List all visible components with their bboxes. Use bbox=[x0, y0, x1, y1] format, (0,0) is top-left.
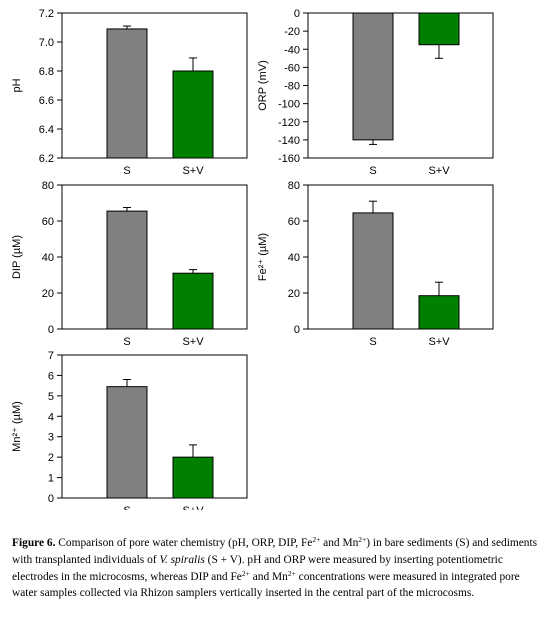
y-tick-label: -160 bbox=[278, 153, 300, 165]
y-tick-label: 0 bbox=[294, 324, 300, 336]
caption-text: (S + V). pH and ORP were measured by ins… bbox=[12, 553, 503, 583]
y-tick-label: 60 bbox=[288, 216, 300, 228]
y-tick-label: 6.6 bbox=[39, 95, 54, 107]
y-tick-label: 3 bbox=[48, 432, 54, 444]
y-tick-label: 2 bbox=[48, 452, 54, 464]
y-tick-label: -60 bbox=[284, 62, 300, 74]
y-axis-label: Fe²⁺ (µM) bbox=[257, 233, 269, 281]
y-tick-label: -120 bbox=[278, 117, 300, 129]
caption-text: Comparison of pore water chemistry (pH, … bbox=[55, 537, 313, 550]
y-tick-label: 0 bbox=[48, 493, 54, 505]
x-tick-label: S bbox=[123, 505, 130, 510]
bar-SplusV bbox=[172, 272, 214, 330]
caption-label: Figure 6. bbox=[12, 537, 56, 550]
y-tick-label: -80 bbox=[284, 81, 300, 93]
bar-S bbox=[106, 386, 148, 499]
x-tick-label: S bbox=[123, 336, 130, 348]
y-tick-label: 4 bbox=[48, 411, 54, 423]
bar-SplusV bbox=[172, 456, 214, 499]
x-tick-label: S+V bbox=[428, 165, 450, 177]
y-tick-label: 6.8 bbox=[39, 66, 54, 78]
caption-text: and Mn bbox=[320, 537, 359, 550]
y-axis-label: Mn²⁺ (µM) bbox=[11, 401, 23, 452]
plot-frame bbox=[61, 354, 248, 499]
y-tick-label: 6 bbox=[48, 370, 54, 382]
y-tick-label: 0 bbox=[48, 324, 54, 336]
figure-charts: S S+V 6.2 6.4 6.6 6.8 7.0 7.2 pH S S+V -160 -140 -120… bbox=[11, 8, 494, 510]
y-tick-label: 40 bbox=[288, 252, 300, 264]
chart-panel-3: S S+V 0 20 40 60 80 DIP (µM) bbox=[11, 180, 248, 348]
y-tick-label: 6.2 bbox=[39, 153, 54, 165]
caption-superscript: 2+ bbox=[312, 535, 321, 545]
caption-superscript: 2+ bbox=[358, 535, 367, 545]
x-tick-label: S bbox=[369, 165, 376, 177]
y-tick-label: -140 bbox=[278, 135, 300, 147]
caption-superscript: 2+ bbox=[287, 568, 296, 578]
bar-SplusV bbox=[172, 70, 214, 159]
y-tick-label: 60 bbox=[42, 216, 54, 228]
plot-frame bbox=[307, 12, 494, 159]
y-tick-label: -100 bbox=[278, 99, 300, 111]
chart-panel-2: S S+V -160 -140 -120 -100 -80 -60 -40 -20 0 ORP (mV… bbox=[257, 8, 494, 177]
y-tick-label: 6.4 bbox=[39, 124, 54, 136]
figure-caption: Figure 6. Comparison of pore water chemi… bbox=[12, 535, 540, 601]
x-tick-label: S+V bbox=[182, 165, 204, 177]
caption-species-name: V. spiralis bbox=[159, 553, 205, 566]
y-tick-label: 7.0 bbox=[39, 37, 54, 49]
caption-text: and Mn bbox=[249, 570, 288, 583]
y-tick-label: 20 bbox=[42, 288, 54, 300]
y-axis-label: ORP (mV) bbox=[257, 60, 269, 111]
bar-S bbox=[106, 210, 148, 330]
chart-panel-1: S S+V 6.2 6.4 6.6 6.8 7.0 7.2 pH bbox=[11, 8, 248, 177]
plot-frame bbox=[61, 12, 248, 159]
y-tick-label: 7 bbox=[48, 350, 54, 362]
bar-SplusV bbox=[418, 295, 460, 330]
bar-S bbox=[352, 212, 394, 330]
y-tick-label: 7.2 bbox=[39, 8, 54, 20]
plot-frame bbox=[61, 184, 248, 330]
y-tick-label: 1 bbox=[48, 473, 54, 485]
caption-text: ) in bare sediments (S) and sediments wi… bbox=[12, 537, 538, 566]
x-tick-label: S+V bbox=[182, 505, 204, 510]
x-tick-label: S+V bbox=[182, 336, 204, 348]
y-tick-label: 5 bbox=[48, 391, 54, 403]
chart-panel-5: S S+V 0 1 2 3 4 5 6 7 Mn²⁺ (µM) bbox=[11, 350, 248, 510]
y-tick-label: 20 bbox=[288, 288, 300, 300]
y-tick-label: -20 bbox=[284, 26, 300, 38]
y-tick-label: 80 bbox=[42, 180, 54, 192]
y-tick-label: 80 bbox=[288, 180, 300, 192]
x-tick-label: S bbox=[369, 336, 376, 348]
caption-text: concentrations were measured in integrat… bbox=[12, 570, 520, 600]
chart-panel-4: S S+V 0 20 40 60 80 Fe²⁺ (µM) bbox=[257, 180, 494, 348]
y-axis-label: pH bbox=[11, 78, 23, 92]
y-tick-label: 0 bbox=[294, 8, 300, 20]
bar-SplusV bbox=[418, 12, 460, 46]
caption-superscript: 2+ bbox=[241, 568, 250, 578]
bar-S bbox=[352, 12, 394, 141]
y-tick-label: -40 bbox=[284, 44, 300, 56]
x-tick-label: S+V bbox=[428, 336, 450, 348]
bar-S bbox=[106, 28, 148, 159]
y-axis-label: DIP (µM) bbox=[11, 235, 23, 279]
y-tick-label: 40 bbox=[42, 252, 54, 264]
plot-frame bbox=[307, 184, 494, 330]
x-tick-label: S bbox=[123, 165, 130, 177]
